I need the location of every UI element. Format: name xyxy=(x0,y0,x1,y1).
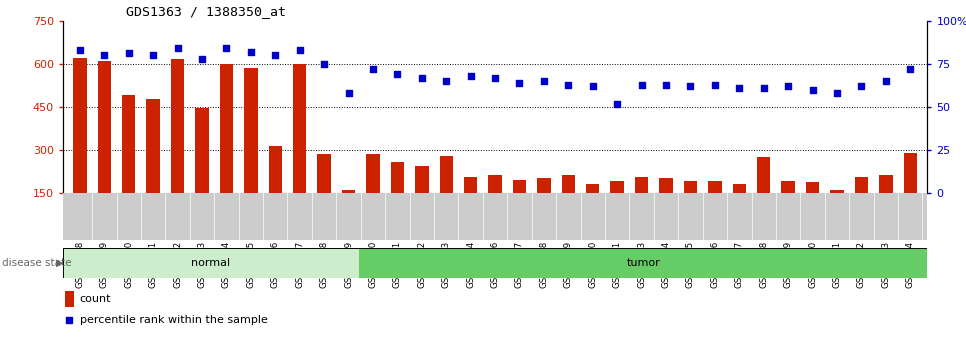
Point xyxy=(389,71,405,77)
Point xyxy=(560,82,576,87)
Point xyxy=(610,101,625,106)
Point xyxy=(146,52,161,58)
Point xyxy=(72,47,88,53)
Bar xyxy=(855,177,868,236)
Bar xyxy=(66,291,74,306)
Bar xyxy=(195,108,209,236)
Bar xyxy=(147,99,159,236)
Point xyxy=(585,83,601,89)
Bar xyxy=(561,175,575,236)
Point xyxy=(317,61,332,67)
Point xyxy=(781,83,796,89)
Point xyxy=(170,46,185,51)
Point xyxy=(488,75,503,80)
Bar xyxy=(293,65,306,236)
Bar xyxy=(879,175,893,236)
Point xyxy=(414,75,430,80)
Bar xyxy=(611,181,624,236)
Bar xyxy=(464,177,477,236)
Bar xyxy=(831,190,843,236)
Bar xyxy=(366,155,380,236)
Bar xyxy=(732,184,746,236)
Point xyxy=(756,85,772,91)
Bar xyxy=(513,180,526,236)
Bar xyxy=(269,146,282,236)
Point xyxy=(805,87,820,92)
Point xyxy=(194,56,210,61)
Bar xyxy=(415,166,429,236)
Bar xyxy=(63,248,359,278)
Text: ▶: ▶ xyxy=(56,258,64,268)
Bar xyxy=(219,65,233,236)
Bar xyxy=(244,68,258,236)
Point xyxy=(439,78,454,84)
Text: GDS1363 / 1388350_at: GDS1363 / 1388350_at xyxy=(126,5,286,18)
Point xyxy=(97,52,112,58)
Point xyxy=(218,46,234,51)
Bar xyxy=(359,248,927,278)
Point xyxy=(829,90,844,96)
Bar xyxy=(98,61,111,236)
Text: percentile rank within the sample: percentile rank within the sample xyxy=(79,315,268,325)
Bar xyxy=(390,161,404,236)
Point xyxy=(341,90,356,96)
Bar xyxy=(73,58,87,236)
Bar xyxy=(489,175,501,236)
Bar xyxy=(806,182,819,236)
Bar xyxy=(781,181,795,236)
Bar xyxy=(171,59,185,236)
Bar xyxy=(903,153,917,236)
Bar xyxy=(537,178,551,236)
Point xyxy=(268,52,283,58)
Point xyxy=(854,83,869,89)
Bar xyxy=(342,190,355,236)
Point xyxy=(354,204,369,210)
Text: tumor: tumor xyxy=(626,258,660,268)
Point xyxy=(536,78,552,84)
Point xyxy=(463,73,478,79)
Text: disease state: disease state xyxy=(2,258,71,268)
Point xyxy=(634,82,649,87)
Bar xyxy=(122,96,135,236)
Point xyxy=(707,82,723,87)
Point xyxy=(292,47,307,53)
Point xyxy=(365,66,381,72)
Point xyxy=(512,80,527,86)
Point xyxy=(683,83,698,89)
Bar xyxy=(440,156,453,236)
Point xyxy=(658,82,673,87)
Point xyxy=(902,66,918,72)
Point xyxy=(878,78,894,84)
Text: count: count xyxy=(79,294,111,304)
Point xyxy=(243,49,259,55)
Point xyxy=(121,51,136,56)
Text: normal: normal xyxy=(191,258,231,268)
Bar xyxy=(757,157,771,236)
Bar xyxy=(660,178,672,236)
Point xyxy=(731,85,747,91)
Bar xyxy=(708,181,722,236)
Bar xyxy=(684,181,697,236)
Bar xyxy=(635,177,648,236)
Bar xyxy=(586,184,600,236)
Bar xyxy=(318,155,330,236)
